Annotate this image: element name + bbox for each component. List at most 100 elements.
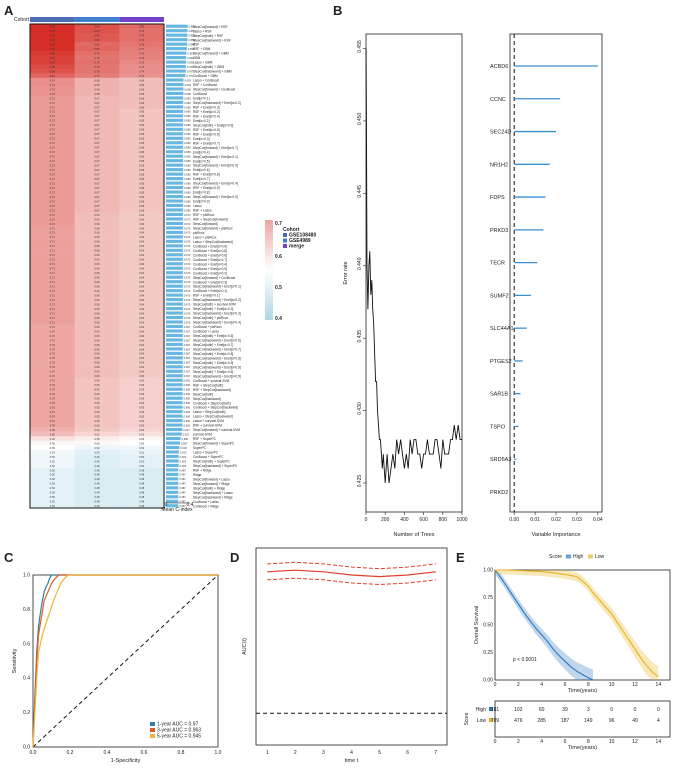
model-label: CoxBoost + Enet[α=0.7]: [193, 258, 227, 262]
model-label: StepCox[backward] + Enet[α=0.8]: [193, 356, 241, 360]
mean-cindex-bar: [166, 472, 179, 476]
heatmap-cell-value: 0.50: [50, 495, 56, 499]
heatmap-cell: [30, 55, 75, 61]
heatmap-cell: [74, 261, 120, 267]
heatmap-cell-value: 0.71: [50, 262, 56, 266]
model-label: RSF + Ridge: [193, 468, 212, 472]
mean-cindex-value: 0.647: [183, 428, 190, 432]
heatmap-cell-value: 0.64: [139, 267, 145, 271]
heatmap-cell-value: 0.72: [50, 101, 56, 105]
heatmap-cell-value: 0.67: [94, 146, 100, 150]
heatmap-cell: [74, 413, 120, 419]
heatmap-cell-value: 0.65: [139, 199, 145, 203]
model-label: RSF + Enet[α=0.3]: [193, 105, 220, 109]
model-label: RSF: [193, 43, 199, 47]
model-label: CoxBoost + StepCox[backward]: [193, 406, 238, 410]
legend-swatch-1: [150, 728, 155, 732]
x-tick-label: 4: [350, 750, 353, 756]
mean-cindex-value: 0.667: [184, 361, 191, 365]
panel-label-b: B: [333, 3, 342, 18]
heatmap-cell-value: 0.70: [50, 334, 56, 338]
mean-cindex-bar: [166, 486, 179, 490]
model-label: Lasso + CoxBoost: [193, 79, 219, 83]
heatmap-cell: [119, 225, 165, 231]
heatmap-cell-value: 0.67: [94, 101, 100, 105]
mean-cindex-value: 0.790: [187, 65, 194, 69]
heatmap-cell-value: 0.49: [94, 459, 100, 463]
model-label: StepCox[forward]: [193, 222, 218, 226]
heatmap-cell: [74, 418, 120, 424]
mean-cindex-bar: [166, 230, 183, 234]
heatmap-cell-value: 0.87: [50, 56, 56, 60]
scale-tick-3: 0.4: [275, 316, 282, 322]
risk-x-tick-label: 4: [540, 739, 543, 745]
heatmap-cell-value: 0.72: [50, 181, 56, 185]
mean-cindex-bar: [166, 239, 183, 243]
mean-cindex-value: 0.673: [184, 213, 191, 217]
risk-table-frame: [494, 700, 671, 738]
heatmap-cell-value: 0.50: [50, 482, 56, 486]
heatmap-cell: [119, 100, 165, 105]
heatmap-cell: [30, 337, 75, 343]
heatmap-cell-value: 0.52: [50, 459, 56, 463]
heatmap-cell: [30, 234, 75, 240]
mean-cindex-bar: [166, 82, 184, 87]
heatmap-cell-value: 0.80: [94, 43, 100, 47]
heatmap-cell-value: 0.64: [139, 258, 145, 262]
model-label: CoxBoost + GBM: [193, 74, 218, 78]
mean-cindex-bar: [166, 172, 184, 176]
mean-cindex-bar: [166, 284, 183, 288]
heatmap-cell: [74, 346, 120, 352]
mean-cindex-bar: [166, 33, 188, 37]
mean-cindex-bar: [166, 266, 183, 270]
model-label: CoxBoost + Enet[α=0.8]: [193, 249, 227, 253]
mean-cindex-bar: [166, 114, 184, 118]
mean-cindex-bar: [166, 383, 183, 387]
model-label: CoxBoost + Enet[α=0.6]: [193, 253, 227, 257]
heatmap-cell-value: 0.72: [50, 217, 56, 221]
heatmap-cell-value: 0.72: [50, 110, 56, 114]
heatmap-cell-value: 0.63: [139, 379, 145, 383]
heatmap-cell-value: 0.67: [94, 186, 100, 190]
heatmap-cell: [74, 387, 120, 392]
heatmap-cell-value: 0.64: [139, 356, 145, 360]
heatmap-cell-value: 0.62: [94, 432, 100, 436]
gene-label: TSPO: [490, 424, 506, 430]
model-label: Enet[α=0.3]: [193, 137, 210, 141]
heatmap-cell: [30, 274, 75, 280]
mean-cindex-value: 0.683: [184, 96, 191, 100]
heatmap-cell-value: 0.66: [94, 267, 100, 271]
heatmap-cell: [119, 118, 165, 123]
mean-cindex-bar: [166, 271, 183, 275]
heatmap-cell: [119, 109, 165, 114]
heatmap-cell-value: 0.52: [139, 446, 145, 450]
risk-count: 285: [537, 718, 546, 724]
heatmap-cell: [74, 73, 120, 79]
heatmap-cell-value: 0.72: [50, 155, 56, 159]
mean-cindex-value: 0.503: [180, 464, 187, 468]
model-label: RSF + Enet[α=0.7]: [193, 141, 220, 145]
mean-cindex-bar: [166, 338, 183, 342]
heatmap-cell-value: 0.50: [94, 450, 100, 454]
heatmap-cell-value: 0.66: [139, 87, 145, 91]
heatmap-cell: [119, 50, 165, 56]
heatmap-cell-value: 0.65: [139, 204, 145, 208]
heatmap-cell: [74, 324, 120, 330]
heatmap-cell: [119, 136, 165, 141]
heatmap-cell: [30, 257, 75, 262]
mean-cindex-value: 0.670: [184, 307, 191, 311]
heatmap-cell-value: 0.48: [139, 486, 145, 490]
mean-cindex-value: 0.667: [184, 329, 191, 333]
risk-count: 0: [610, 707, 613, 713]
heatmap-cell: [119, 476, 165, 482]
heatmap-cell-value: 0.66: [94, 271, 100, 275]
heatmap-cell: [74, 499, 120, 504]
mean-cindex-value: 0.667: [184, 343, 191, 347]
risk-count: 102: [514, 707, 523, 713]
heatmap-cell-value: 0.64: [139, 253, 145, 257]
heatmap-cell-value: 0.64: [139, 338, 145, 342]
model-label: RSF + Enet[α=0.1]: [193, 294, 220, 298]
heatmap-cell: [30, 427, 75, 433]
heatmap-cell: [74, 369, 120, 374]
heatmap-cell: [119, 400, 165, 406]
